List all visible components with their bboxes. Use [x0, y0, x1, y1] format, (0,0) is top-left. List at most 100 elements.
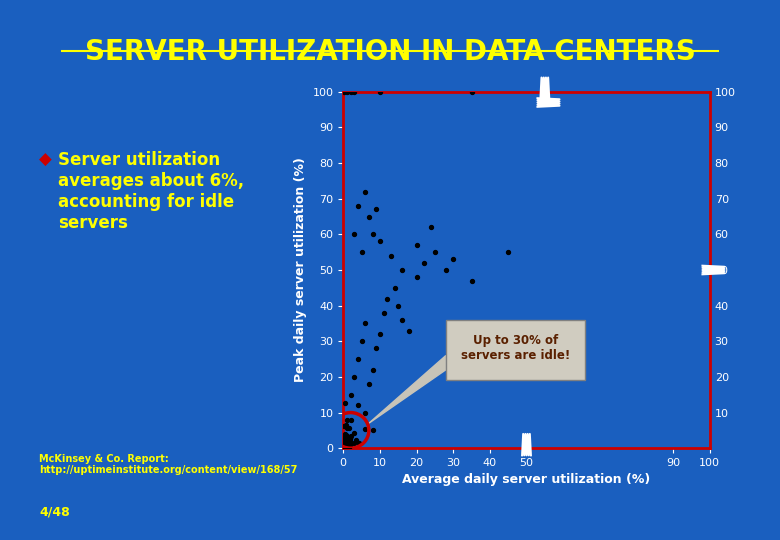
Point: [340, 436, 353, 445]
Point: [355, 337, 368, 346]
Point: [353, 438, 365, 447]
Point: [341, 416, 353, 425]
X-axis label: Average daily server utilization (%): Average daily server utilization (%): [402, 474, 651, 487]
Polygon shape: [369, 355, 446, 423]
Point: [340, 431, 353, 440]
Point: [344, 432, 356, 441]
Point: [341, 442, 353, 451]
Point: [344, 415, 356, 424]
Point: [359, 425, 371, 434]
Point: [359, 319, 371, 328]
Point: [342, 444, 355, 453]
Text: SERVER UTILIZATION IN DATA CENTERS: SERVER UTILIZATION IN DATA CENTERS: [84, 38, 696, 66]
Point: [340, 435, 353, 444]
Point: [339, 433, 351, 442]
Point: [363, 380, 375, 388]
Point: [340, 440, 353, 448]
Point: [429, 248, 441, 256]
FancyBboxPatch shape: [446, 320, 585, 381]
Point: [340, 431, 353, 440]
Text: ◆: ◆: [39, 151, 51, 169]
Point: [395, 266, 408, 274]
Point: [338, 434, 350, 443]
Point: [392, 301, 404, 310]
Point: [338, 439, 350, 448]
Point: [347, 428, 360, 437]
Point: [344, 390, 356, 399]
Point: [341, 432, 353, 441]
Point: [502, 248, 515, 256]
Point: [342, 442, 355, 450]
Point: [352, 355, 364, 363]
Point: [339, 399, 351, 407]
Point: [403, 326, 416, 335]
Point: [367, 366, 379, 374]
Point: [447, 255, 459, 264]
Point: [378, 308, 390, 317]
Point: [339, 421, 352, 429]
Point: [374, 237, 386, 246]
Point: [341, 435, 353, 444]
Point: [417, 259, 430, 267]
Point: [341, 424, 353, 433]
Point: [342, 443, 355, 451]
Point: [374, 330, 386, 339]
Point: [410, 241, 423, 249]
Point: [339, 443, 352, 452]
Point: [440, 266, 452, 274]
Point: [339, 437, 351, 445]
Point: [348, 373, 360, 381]
Point: [385, 252, 397, 260]
Point: [339, 430, 351, 439]
Point: [342, 424, 355, 433]
Point: [359, 408, 371, 417]
Point: [349, 435, 362, 444]
Point: [395, 315, 408, 324]
Point: [370, 344, 382, 353]
Text: 4/48: 4/48: [39, 505, 69, 518]
Point: [348, 87, 360, 96]
Point: [465, 87, 477, 96]
Point: [388, 284, 401, 292]
Point: [363, 212, 375, 221]
Point: [343, 441, 356, 449]
Point: [339, 443, 352, 451]
Point: [344, 87, 356, 96]
Point: [410, 273, 423, 281]
Point: [338, 434, 350, 442]
Point: [425, 223, 438, 232]
Point: [340, 442, 353, 451]
Point: [341, 87, 353, 96]
Point: [348, 438, 360, 447]
Text: Up to 30% of
servers are idle!: Up to 30% of servers are idle!: [461, 334, 570, 362]
Point: [374, 87, 386, 96]
Point: [370, 205, 382, 214]
Point: [352, 201, 364, 210]
Point: [339, 440, 352, 449]
Point: [339, 440, 352, 448]
Point: [352, 401, 364, 410]
Point: [381, 294, 393, 303]
Point: [338, 435, 350, 443]
Point: [355, 248, 368, 256]
Point: [344, 441, 356, 449]
Y-axis label: Peak daily server utilization (%): Peak daily server utilization (%): [294, 158, 307, 382]
Point: [342, 436, 354, 444]
Point: [344, 438, 356, 447]
Point: [465, 276, 477, 285]
Point: [340, 431, 353, 440]
Point: [344, 434, 356, 442]
Point: [344, 435, 356, 443]
Text: Server utilization
averages about 6%,
accounting for idle
servers: Server utilization averages about 6%, ac…: [58, 151, 245, 232]
Point: [337, 422, 349, 430]
Text: McKinsey & Co. Report:
http://uptimeinstitute.org/content/view/168/57: McKinsey & Co. Report: http://uptimeinst…: [39, 454, 297, 475]
Point: [367, 426, 379, 435]
Point: [340, 442, 353, 451]
Point: [367, 230, 379, 239]
Point: [343, 434, 356, 443]
Point: [484, 337, 496, 346]
Point: [340, 440, 353, 449]
Point: [348, 230, 360, 239]
Point: [338, 87, 350, 96]
Point: [359, 187, 371, 196]
